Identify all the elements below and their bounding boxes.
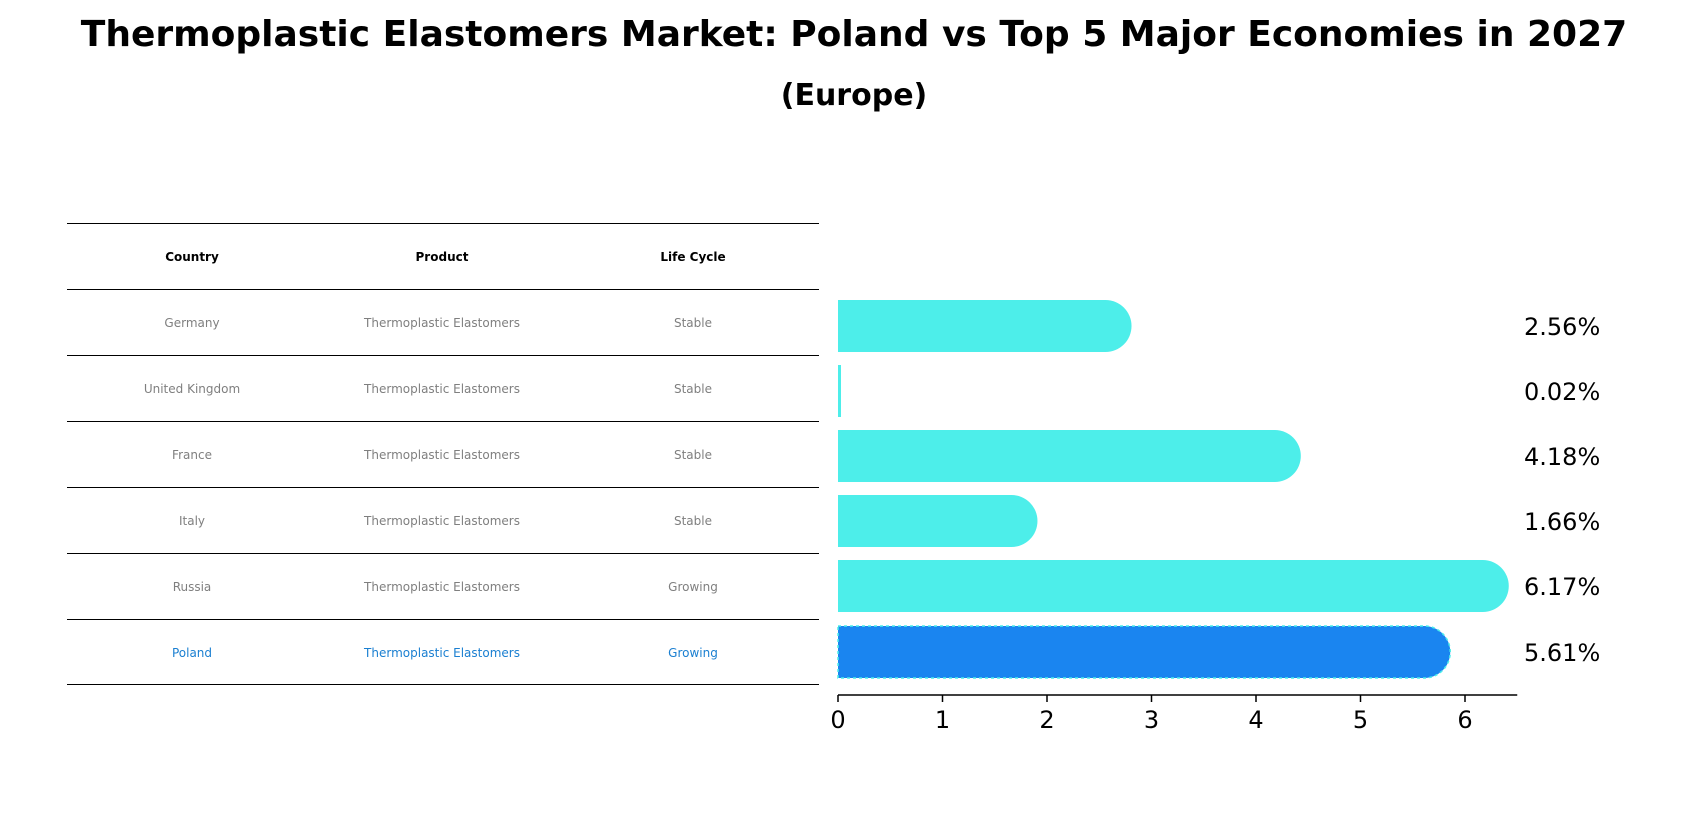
row-life-cycle: Growing (668, 580, 718, 594)
x-tick-label: 2 (1039, 706, 1054, 734)
row-product: Thermoplastic Elastomers (364, 448, 520, 462)
bar-mark (838, 430, 1301, 482)
row-country: Italy (178, 514, 206, 528)
table-row-highlighted: Poland Thermoplastic Elastomers Growing (67, 619, 819, 685)
row-country: Poland (171, 646, 213, 660)
x-tick-label: 6 (1457, 706, 1472, 734)
header-life-cycle: Life Cycle (660, 250, 726, 264)
value-label: 6.17% (1524, 573, 1600, 601)
row-life-cycle: Stable (673, 514, 712, 528)
x-tick-label: 4 (1248, 706, 1263, 734)
x-tick-label: 0 (830, 706, 845, 734)
chart-subtitle: (Europe) (780, 78, 928, 113)
value-label: 2.56% (1524, 313, 1600, 341)
row-life-cycle: Stable (673, 382, 712, 396)
value-label: 5.61% (1524, 639, 1600, 667)
bar-mark (838, 495, 1038, 547)
table-row: Italy Thermoplastic Elastomers Stable (67, 487, 819, 553)
row-product: Thermoplastic Elastomers (364, 382, 520, 396)
table-row: Russia Thermoplastic Elastomers Growing (67, 553, 819, 619)
row-country: France (172, 448, 212, 462)
bar-italy (838, 495, 1038, 547)
chart-title: Thermoplastic Elastomers Market: Poland … (80, 14, 1628, 55)
row-product: Thermoplastic Elastomers (364, 514, 520, 528)
row-country: United Kingdom (143, 382, 241, 396)
bar-mark (838, 300, 1132, 352)
value-label: 0.02% (1524, 378, 1600, 406)
table-row: France Thermoplastic Elastomers Stable (67, 421, 819, 487)
row-life-cycle: Stable (673, 448, 712, 462)
row-product: Thermoplastic Elastomers (364, 580, 520, 594)
row-life-cycle: Stable (673, 316, 712, 330)
row-country: Russia (172, 580, 212, 594)
bar-france (838, 430, 1301, 482)
row-country: Germany (164, 316, 220, 330)
header-product: Product (415, 250, 469, 264)
table-row: United Kingdom Thermoplastic Elastomers … (67, 355, 819, 421)
x-tick-label: 5 (1353, 706, 1368, 734)
table-header-row: Country Product Life Cycle (67, 223, 819, 289)
value-label: 1.66% (1524, 508, 1600, 536)
bar-mark (838, 560, 1509, 612)
value-label: 4.18% (1524, 443, 1600, 471)
country-table: Country Product Life Cycle Germany Therm… (67, 223, 819, 685)
x-tick-label: 3 (1144, 706, 1159, 734)
bar-mark (838, 365, 841, 417)
table-row: Germany Thermoplastic Elastomers Stable (67, 289, 819, 355)
row-product: Thermoplastic Elastomers (364, 646, 520, 660)
row-product: Thermoplastic Elastomers (364, 316, 520, 330)
bar-mark (837, 625, 1451, 679)
x-tick-label: 1 (935, 706, 950, 734)
bar-poland (837, 625, 1451, 679)
header-country: Country (165, 250, 219, 264)
bar-russia (838, 560, 1509, 612)
bar-united-kingdom (838, 365, 841, 417)
bar-germany (838, 300, 1132, 352)
row-life-cycle: Growing (668, 646, 718, 660)
